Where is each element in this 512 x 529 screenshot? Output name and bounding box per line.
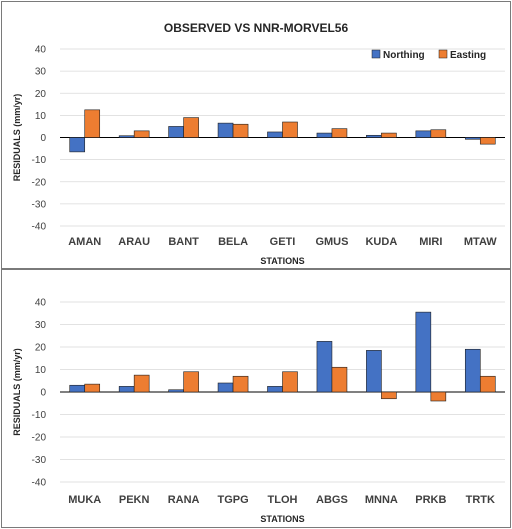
x-tick-label: AMAN — [68, 236, 101, 248]
x-tick-label: MNNA — [365, 494, 398, 506]
y-tick-label: 20 — [35, 343, 47, 354]
x-tick-label: GETI — [270, 236, 296, 248]
y-tick-label: -10 — [32, 410, 47, 421]
easting-bar-prkb — [430, 391, 447, 402]
northing-bar-muka — [69, 384, 86, 393]
y-tick-label: 30 — [35, 67, 47, 78]
northing-bar-kuda — [366, 134, 382, 138]
y-tick-label: -40 — [32, 222, 47, 233]
northing-bar-prkb — [415, 311, 432, 393]
northing-bar-bela — [217, 122, 234, 138]
northing-bar-geti — [267, 131, 283, 138]
x-tick-label: GMUS — [315, 236, 348, 248]
y-axis-label: RESIDUALS (mm/yr) — [12, 94, 22, 182]
x-tick-label: PEKN — [119, 494, 150, 506]
northing-bar-mnna — [366, 350, 382, 393]
easting-bar-trtk — [479, 375, 496, 393]
x-tick-label: TGPG — [217, 494, 248, 506]
easting-bar-aman — [84, 109, 101, 138]
easting-bar-kuda — [381, 132, 397, 138]
x-tick-label: ABGS — [316, 494, 348, 506]
y-tick-label: -30 — [32, 455, 47, 466]
northing-bar-miri — [415, 130, 432, 138]
y-tick-label: -20 — [32, 177, 47, 188]
x-tick-label: ARAU — [118, 236, 150, 248]
x-axis-label: STATIONS — [260, 514, 304, 524]
easting-bar-bant — [183, 117, 199, 138]
northing-bar-pekn — [118, 386, 135, 393]
y-tick-label: -40 — [32, 478, 47, 489]
northing-bar-abgs — [316, 341, 333, 393]
x-tick-label: KUDA — [365, 236, 397, 248]
y-tick-label: -10 — [32, 155, 47, 166]
easting-bar-geti — [282, 121, 298, 138]
y-tick-label: 10 — [35, 365, 47, 376]
x-axis-label: STATIONS — [260, 256, 304, 266]
legend-swatch-easting — [438, 49, 448, 59]
y-tick-label: 40 — [35, 45, 47, 56]
y-tick-label: 10 — [35, 111, 47, 122]
northing-bar-arau — [118, 135, 135, 138]
y-tick-label: 40 — [35, 298, 47, 309]
x-tick-label: PRKB — [415, 494, 446, 506]
easting-bar-tloh — [282, 371, 298, 393]
x-tick-label: MUKA — [68, 494, 101, 506]
y-tick-label: 0 — [40, 133, 46, 144]
y-axis-label: RESIDUALS (mm/yr) — [12, 348, 22, 436]
northing-bar-tgpg — [217, 382, 234, 393]
x-tick-label: MIRI — [419, 236, 442, 248]
northing-bar-bant — [168, 126, 184, 138]
easting-bar-abgs — [331, 366, 348, 393]
northing-bar-aman — [69, 137, 86, 153]
y-tick-label: 0 — [40, 388, 46, 399]
x-tick-label: MTAW — [464, 236, 497, 248]
northing-bar-gmus — [316, 132, 333, 138]
legend-swatch-northing — [371, 49, 381, 59]
easting-bar-miri — [430, 129, 447, 138]
easting-bar-bela — [232, 123, 249, 138]
northing-bar-tloh — [267, 386, 283, 393]
x-tick-label: TRTK — [466, 494, 495, 506]
y-tick-label: 20 — [35, 89, 47, 100]
easting-bar-muka — [84, 383, 101, 393]
northing-bar-trtk — [464, 348, 481, 393]
easting-bar-pekn — [133, 374, 150, 393]
x-tick-label: BANT — [168, 236, 199, 248]
easting-bar-arau — [133, 130, 150, 138]
easting-bar-rana — [183, 371, 199, 393]
easting-bar-tgpg — [232, 375, 249, 393]
northing-bar-rana — [168, 389, 184, 393]
y-tick-label: 30 — [35, 320, 47, 331]
easting-bar-gmus — [331, 128, 348, 138]
y-tick-label: -20 — [32, 433, 47, 444]
x-tick-label: TLOH — [268, 494, 298, 506]
legend-label-northing: Northing — [383, 50, 425, 61]
chart-title: OBSERVED VS NNR-MORVEL56 — [164, 21, 349, 35]
northing-bar-mtaw — [464, 137, 481, 140]
legend-label-easting: Easting — [450, 50, 486, 61]
y-tick-label: -30 — [32, 199, 47, 210]
easting-bar-mnna — [381, 391, 397, 400]
x-tick-label: RANA — [168, 494, 200, 506]
easting-bar-mtaw — [479, 137, 496, 145]
x-tick-label: BELA — [218, 236, 248, 248]
